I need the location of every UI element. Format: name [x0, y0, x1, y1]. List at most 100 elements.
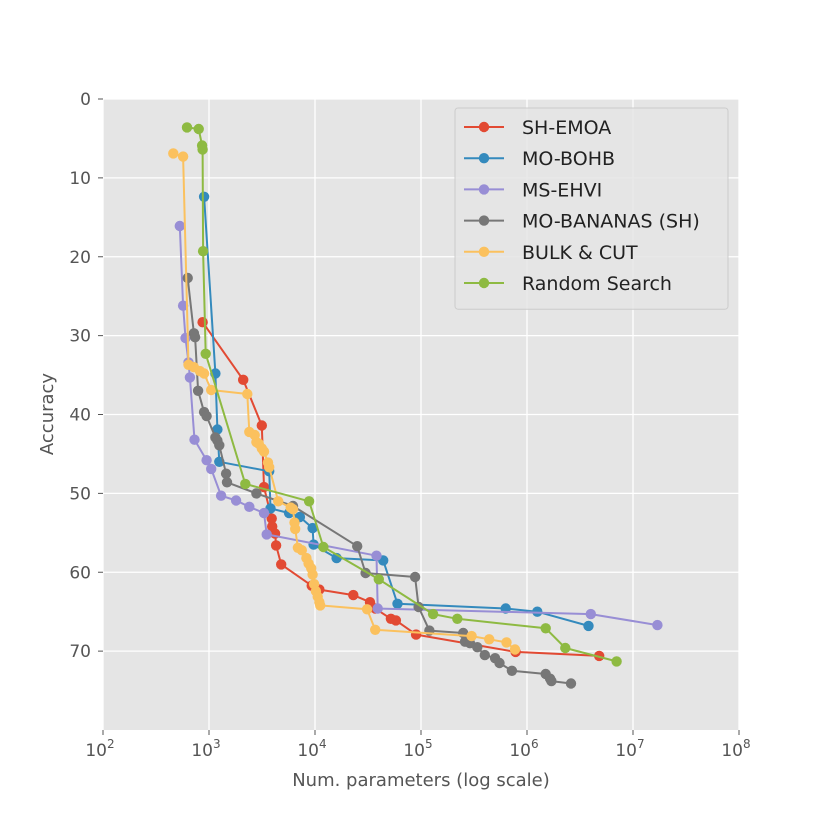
legend-marker: [478, 121, 490, 133]
series: [182, 272, 577, 689]
data-point: [220, 468, 232, 479]
legend-label: Random Search: [522, 273, 672, 295]
y-tick-label: 40: [69, 406, 91, 426]
data-point: [206, 463, 217, 475]
data-point: [273, 496, 284, 507]
data-point: [221, 477, 233, 488]
x-tick-label: 103: [191, 737, 220, 761]
data-point: [189, 434, 200, 445]
data-point: [181, 122, 193, 133]
legend-marker: [478, 184, 490, 195]
data-point: [168, 148, 179, 159]
data-point: [214, 440, 225, 451]
data-point: [189, 332, 201, 343]
data-point: [352, 541, 363, 552]
data-point: [565, 678, 577, 689]
y-axis-title: Accuracy: [37, 373, 58, 456]
data-point: [266, 513, 277, 524]
data-point: [560, 642, 571, 654]
data-point: [197, 144, 208, 155]
data-point: [583, 620, 594, 632]
data-point: [392, 598, 403, 609]
data-point: [318, 541, 329, 553]
data-point: [201, 455, 212, 466]
data-point: [174, 220, 185, 232]
data-point: [242, 388, 253, 400]
x-tick-label: 107: [615, 737, 644, 761]
data-point: [206, 384, 217, 396]
x-tick-label: 108: [721, 737, 750, 761]
y-tick-label: 20: [69, 248, 91, 268]
legend-item: BULK & CUT: [464, 242, 638, 264]
y-tick-label: 30: [69, 327, 91, 347]
legend-item: MO-BANANAS (SH): [464, 211, 700, 233]
data-point: [296, 545, 307, 556]
legend-label: BULK & CUT: [522, 242, 638, 264]
data-point: [258, 446, 270, 457]
data-point: [184, 372, 196, 383]
legend-marker: [478, 277, 490, 289]
legend-label: MS-EHVI: [522, 179, 602, 201]
data-point: [307, 569, 318, 580]
legend-marker: [478, 215, 490, 226]
legend-label: MO-BANANAS (SH): [522, 211, 700, 233]
data-point: [240, 478, 251, 490]
data-point: [182, 272, 193, 284]
data-point: [410, 629, 422, 640]
legend-box: [454, 107, 729, 310]
data-point: [276, 559, 287, 570]
data-point: [315, 600, 326, 611]
data-point: [585, 608, 596, 620]
data-point: [270, 540, 282, 551]
data-point: [373, 574, 384, 585]
data-point: [177, 151, 189, 162]
legend-item: MS-EHVI: [464, 179, 602, 201]
data-point: [509, 644, 521, 655]
data-point: [215, 490, 227, 501]
data-point: [192, 385, 204, 396]
legend-marker: [478, 246, 490, 257]
data-point: [501, 637, 512, 648]
data-point: [251, 488, 262, 499]
data-point: [370, 624, 381, 635]
data-point: [287, 504, 299, 515]
data-point: [200, 348, 211, 359]
legend-item: MO-BOHB: [464, 148, 615, 170]
data-point: [466, 630, 477, 642]
x-tick-label: 105: [403, 737, 432, 761]
y-ticks: 0 10 20 30 40 50 60 70: [69, 90, 103, 662]
data-point: [484, 634, 495, 645]
data-point: [198, 191, 210, 202]
data-point: [264, 462, 275, 473]
data-point: [201, 410, 212, 422]
data-point: [244, 501, 255, 512]
data-point: [177, 300, 189, 311]
legend: SH-EMOA MO-BOHB MS-EHVI MO-BANANAS (SH) BULK…: [454, 107, 729, 310]
x-axis-title: Num. parameters (log scale): [292, 770, 550, 791]
data-point: [238, 374, 249, 385]
data-point: [348, 589, 359, 601]
x-ticks: 102 103 104 105 106 107 108: [85, 730, 751, 761]
data-point: [303, 496, 315, 507]
data-point: [652, 619, 663, 631]
data-point: [198, 368, 210, 379]
data-point: [230, 495, 242, 506]
data-point: [611, 656, 622, 667]
data-point: [413, 601, 424, 613]
data-point: [261, 529, 272, 540]
data-point: [409, 571, 421, 583]
data-point: [494, 657, 505, 669]
data-point: [193, 123, 204, 135]
legend-marker: [478, 153, 490, 164]
data-point: [197, 246, 209, 257]
y-tick-label: 0: [80, 90, 91, 110]
data-point: [390, 615, 402, 626]
legend-item: Random Search: [464, 273, 672, 295]
legend-item: SH-EMOA: [464, 117, 611, 139]
data-point: [256, 420, 267, 431]
data-point: [546, 675, 557, 687]
data-point: [361, 604, 373, 615]
data-point: [371, 550, 382, 561]
data-point: [307, 522, 318, 534]
